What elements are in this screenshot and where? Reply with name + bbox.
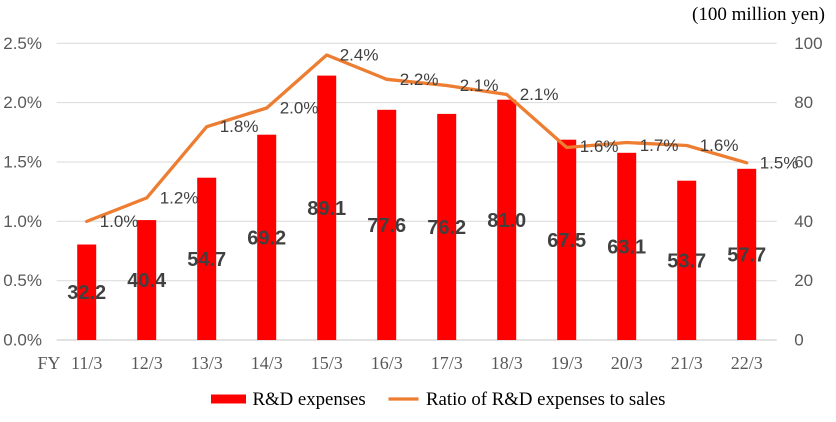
svg-text:2.4%: 2.4% xyxy=(340,46,379,65)
svg-text:1.8%: 1.8% xyxy=(220,117,259,136)
svg-text:FY: FY xyxy=(37,353,60,373)
svg-text:0.0%: 0.0% xyxy=(3,331,42,350)
svg-text:20/3: 20/3 xyxy=(611,353,643,373)
svg-text:54.7: 54.7 xyxy=(187,249,226,271)
svg-text:76.2: 76.2 xyxy=(427,217,466,239)
svg-text:11/3: 11/3 xyxy=(71,353,102,373)
svg-text:77.6: 77.6 xyxy=(367,215,406,237)
svg-text:1.6%: 1.6% xyxy=(700,136,739,155)
svg-text:40: 40 xyxy=(794,212,813,231)
svg-text:69.2: 69.2 xyxy=(247,227,286,249)
svg-text:57.7: 57.7 xyxy=(727,244,766,266)
svg-text:80: 80 xyxy=(794,93,813,112)
svg-text:2.5%: 2.5% xyxy=(3,34,42,53)
svg-text:18/3: 18/3 xyxy=(491,353,523,373)
svg-text:22/3: 22/3 xyxy=(731,353,763,373)
svg-text:100: 100 xyxy=(794,34,822,53)
svg-text:20: 20 xyxy=(794,271,813,290)
svg-text:32.2: 32.2 xyxy=(67,282,106,304)
svg-text:53.7: 53.7 xyxy=(667,250,706,272)
svg-text:16/3: 16/3 xyxy=(371,353,403,373)
svg-text:R&D expenses: R&D expenses xyxy=(253,389,366,410)
svg-text:0.5%: 0.5% xyxy=(3,271,42,290)
svg-text:40.4: 40.4 xyxy=(127,270,167,292)
svg-text:1.5%: 1.5% xyxy=(3,153,42,172)
svg-text:15/3: 15/3 xyxy=(311,353,343,373)
svg-text:0: 0 xyxy=(794,331,803,350)
svg-text:2.0%: 2.0% xyxy=(3,93,42,112)
svg-text:67.5: 67.5 xyxy=(547,230,586,252)
svg-text:1.6%: 1.6% xyxy=(580,137,619,156)
svg-text:14/3: 14/3 xyxy=(251,353,283,373)
svg-text:1.2%: 1.2% xyxy=(160,188,199,207)
svg-text:2.1%: 2.1% xyxy=(460,76,499,95)
svg-text:2.2%: 2.2% xyxy=(400,70,439,89)
svg-text:21/3: 21/3 xyxy=(671,353,703,373)
svg-text:81.0: 81.0 xyxy=(487,210,526,232)
svg-text:1.5%: 1.5% xyxy=(760,153,799,172)
svg-text:2.1%: 2.1% xyxy=(520,85,559,104)
svg-text:2.0%: 2.0% xyxy=(280,99,319,118)
svg-text:1.7%: 1.7% xyxy=(640,136,679,155)
svg-text:63.1: 63.1 xyxy=(607,236,646,258)
svg-text:17/3: 17/3 xyxy=(431,353,463,373)
svg-text:1.0%: 1.0% xyxy=(3,212,42,231)
svg-text:Ratio of R&D expenses to sales: Ratio of R&D expenses to sales xyxy=(426,389,665,410)
svg-text:19/3: 19/3 xyxy=(551,353,583,373)
svg-text:89.1: 89.1 xyxy=(307,198,346,220)
svg-text:(100 million yen): (100 million yen) xyxy=(692,4,825,25)
svg-text:13/3: 13/3 xyxy=(191,353,223,373)
svg-text:12/3: 12/3 xyxy=(131,353,163,373)
svg-text:60: 60 xyxy=(794,153,813,172)
svg-text:1.0%: 1.0% xyxy=(100,212,139,231)
